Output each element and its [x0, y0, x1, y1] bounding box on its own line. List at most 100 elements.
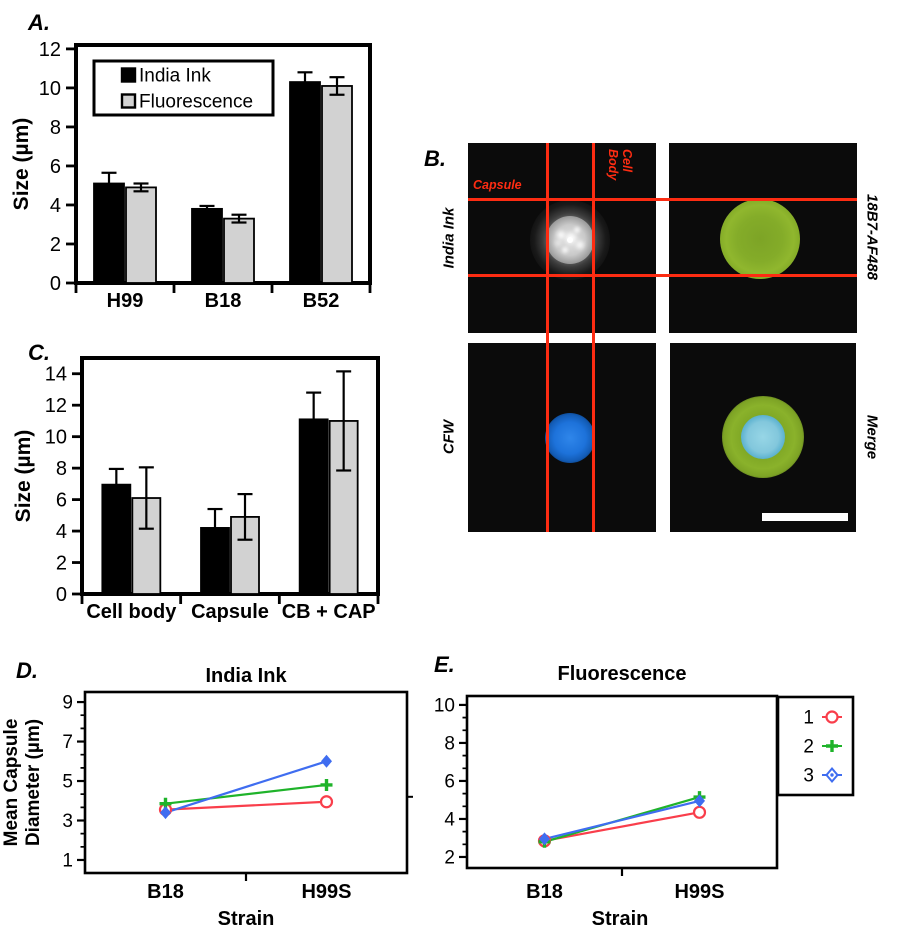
y-axis-title: Mean Capsule: [1, 719, 22, 847]
microscopy-image-india-ink: [468, 143, 656, 333]
category-label: CB + CAP: [282, 601, 376, 623]
y-tick-label: 4: [56, 521, 67, 543]
y-tick-label: 3: [62, 811, 73, 832]
y-tick-label: 10: [434, 695, 455, 716]
series-line-3: [544, 799, 700, 840]
scale-bar: [762, 513, 848, 521]
category-label: H99S: [301, 881, 351, 903]
y-tick-label: 4: [444, 809, 455, 830]
microscopy-image-merge: [670, 343, 856, 532]
column-label-18b7-af488: 18B7-AF488: [863, 194, 881, 280]
crosshair-horizontal-top: [468, 198, 857, 201]
marker-diamond: [160, 806, 171, 820]
bar-india-ink: [93, 182, 125, 284]
af488-stained-cell: [720, 199, 800, 279]
bar-fluorescence: [125, 186, 157, 284]
y-tick-label: 6: [56, 490, 67, 512]
crosshair-vertical-right: [592, 143, 595, 532]
category-label: B18: [147, 881, 184, 903]
legend-label: 1: [803, 708, 814, 729]
y-tick-label: 12: [39, 39, 61, 61]
y-tick-label: 2: [50, 234, 61, 256]
y-axis-title: Size (µm): [10, 118, 33, 211]
legend-label: 2: [803, 737, 814, 758]
y-axis-title: Diameter (µm): [23, 719, 44, 846]
x-axis-title: Strain: [218, 908, 275, 930]
category-label: Capsule: [191, 601, 269, 623]
merge-cell-body: [741, 415, 785, 459]
capsule-annotation: Capsule: [473, 178, 522, 192]
plot-border: [83, 690, 409, 875]
bar-india-ink: [289, 81, 321, 284]
legend-label: India Ink: [139, 66, 211, 87]
series-line-1: [165, 800, 327, 811]
category-label: H99S: [674, 881, 724, 903]
chart-title: India Ink: [205, 665, 287, 687]
panel-label-a: A.: [28, 10, 50, 35]
legend-swatch: [120, 93, 137, 109]
panel-a-bar-chart: 0 2 4 6 8 10 12 H99 B18 B52 Size (µm) India Ink Fluo…: [10, 39, 372, 312]
y-tick-label: 1: [62, 850, 73, 871]
marker-diamond-dot: [830, 773, 834, 777]
y-tick-label: 8: [56, 458, 67, 480]
marker-circle: [825, 710, 839, 724]
panel-c-bar-chart: 0 2 4 6 8 10 12 14 Cell body Capsule CB + CAP Size …: [12, 356, 380, 623]
panel-d-line-chart: 1 3 5 7 9 B18 H99S India Ink Strain Mean Capsule D…: [1, 665, 413, 930]
marker-diamond: [321, 754, 332, 768]
marker-diamond: [694, 794, 705, 808]
crosshair-vertical-left: [546, 143, 549, 532]
plot-border: [465, 694, 779, 870]
y-tick-label: 14: [45, 364, 67, 386]
chart-title: Fluorescence: [558, 663, 687, 685]
marker-diamond: [539, 832, 550, 846]
bar-fluorescence: [223, 217, 255, 284]
row-label-cfw: CFW: [440, 419, 458, 455]
series-line-3: [165, 760, 327, 814]
y-tick-label: 5: [62, 772, 73, 793]
series-line-2: [165, 783, 327, 805]
y-tick-label: 0: [50, 273, 61, 295]
y-tick-label: 4: [50, 195, 61, 217]
x-axis-title: Strain: [592, 908, 649, 930]
y-tick-label: 10: [39, 78, 61, 100]
bar-fluorescence: [321, 85, 353, 284]
cfw-stained-cell: [545, 413, 595, 463]
panel-e-line-chart: 2 4 6 8 10 B18 H99S Fluorescence Strain 1 2 3: [434, 663, 855, 930]
cell-body-annotation: Cell Body: [606, 149, 634, 181]
y-tick-label: 2: [56, 553, 67, 575]
legend-label: 3: [803, 766, 814, 787]
column-label-merge: Merge: [863, 414, 881, 460]
microscopy-image-18b7-af488: [669, 143, 857, 333]
cell-speckles: [567, 237, 573, 243]
category-label: B52: [303, 290, 340, 312]
row-label-india-ink: India Ink: [440, 207, 458, 269]
bar-india-ink: [101, 483, 132, 595]
panel-b-microscopy: Capsule Cell Body India Ink 18B7-AF488 C…: [420, 130, 900, 540]
marker-plus: [826, 740, 838, 752]
y-tick-label: 2: [444, 847, 455, 868]
panel-label-c: C.: [28, 340, 50, 365]
y-axis-title: Size (µm): [12, 430, 35, 523]
y-tick-label: 8: [50, 117, 61, 139]
india-ink-cell-body: [546, 216, 594, 264]
panel-label-e: E.: [434, 652, 455, 677]
y-tick-label: 6: [50, 156, 61, 178]
plot-border: [80, 356, 380, 596]
marker-circle: [692, 805, 707, 819]
category-label: B18: [526, 881, 563, 903]
category-label: B18: [205, 290, 242, 312]
bar-india-ink: [191, 207, 223, 284]
y-tick-label: 8: [444, 733, 455, 754]
crosshair-horizontal-bottom: [468, 274, 857, 277]
y-tick-label: 0: [56, 584, 67, 606]
panel-label-d: D.: [16, 658, 38, 683]
series-line-1: [544, 811, 700, 842]
y-tick-label: 6: [444, 771, 455, 792]
y-tick-label: 10: [45, 427, 67, 449]
y-tick-label: 7: [62, 732, 73, 753]
marker-circle: [319, 795, 334, 809]
y-tick-label: 12: [45, 395, 67, 417]
legend-swatch: [120, 67, 137, 83]
category-label: Cell body: [86, 601, 177, 623]
